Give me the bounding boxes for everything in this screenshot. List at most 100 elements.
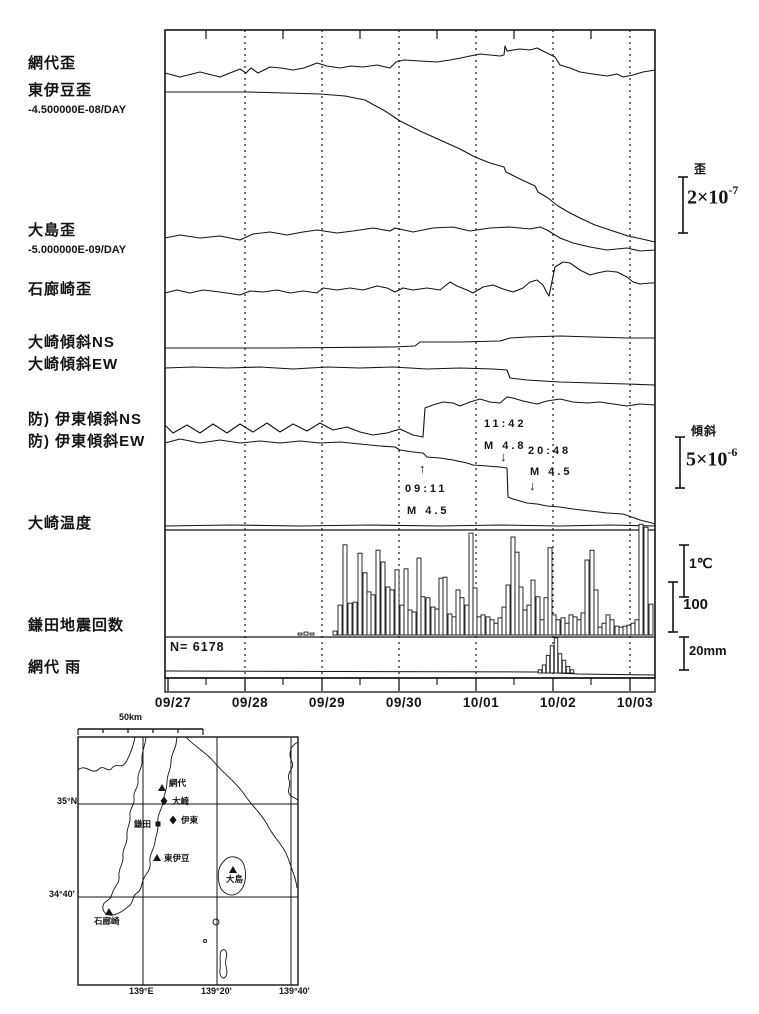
earthquake-bar-25 <box>434 608 440 636</box>
map-station-marker-石廊崎 <box>105 908 113 915</box>
earthquake-bar-43 <box>510 536 516 636</box>
event1-time: 09:11 <box>405 483 448 495</box>
earthquake-bar-66 <box>605 614 611 636</box>
scale-tilt-coef: 5×10 <box>686 448 728 471</box>
rain-bar-1 <box>541 664 547 674</box>
scale-tilt-exp: -6 <box>727 445 738 459</box>
map-lat-35n-label: 35°N <box>57 796 78 806</box>
earthquake-bar-37 <box>485 616 491 636</box>
label-osaki-tilt-ew: 大崎傾斜EW <box>28 356 119 373</box>
earthquake-bar-62 <box>589 549 595 636</box>
label-ito-tilt-ns: 防) 伊東傾斜NS <box>28 411 143 428</box>
earthquake-bar-31 <box>459 597 465 636</box>
earthquake-bar-48 <box>530 579 536 636</box>
earthquake-bar-38 <box>489 619 495 636</box>
x-axis-strip <box>164 677 656 693</box>
earthquake-bar-14 <box>385 586 391 636</box>
map-lat-3440-label: 34°40' <box>49 889 75 899</box>
rain-bar-3 <box>549 645 555 674</box>
scale-temp-label: 1℃ <box>689 555 713 571</box>
trace-ito_tilt_ns <box>164 396 656 438</box>
rain-bar-6 <box>561 659 567 674</box>
earthquake-bar-16 <box>394 569 400 636</box>
earthquake-bar-21 <box>416 557 422 636</box>
trace-ito_tilt_ew <box>164 438 656 525</box>
earthquake-bar-40 <box>497 617 503 636</box>
earthquake-bar-39 <box>493 622 499 636</box>
earthquake-bar-10 <box>366 591 372 636</box>
map-station-marker-大島 <box>229 866 237 873</box>
map-station-label-石廊崎: 石廊崎 <box>93 916 120 926</box>
earthquake-bar-47 <box>526 604 532 636</box>
x-axis-date-0: 09/27 <box>155 695 191 710</box>
earthquake-bar-72 <box>630 622 636 636</box>
scale-strain-coef: 2×10 <box>687 186 729 209</box>
earthquake-bar-67 <box>609 619 615 636</box>
map-lon-13940-label: 139°40' <box>279 986 310 996</box>
x-axis-date-5: 10/02 <box>540 695 576 710</box>
rain-bar-2 <box>545 654 551 674</box>
map-islet-1 <box>203 939 207 943</box>
map-lon-139e-label: 139°E <box>129 986 154 996</box>
earthquake-bar-8 <box>357 552 363 636</box>
earthquake-bar-42 <box>505 584 511 636</box>
event2-time: 11:42 <box>484 418 527 430</box>
earthquake-bar-34 <box>472 587 478 636</box>
earthquake-bar-49 <box>535 596 541 636</box>
x-axis-date-6: 10/03 <box>617 695 653 710</box>
earthquake-bar-58 <box>572 616 578 636</box>
map-station-marker-大崎 <box>160 796 168 806</box>
map-station-label-東伊豆: 東伊豆 <box>164 853 190 863</box>
earthquake-total-label: N= 6178 <box>170 640 225 654</box>
scale-strain-unit: 歪 <box>694 162 708 176</box>
map-station-label-大島: 大島 <box>226 874 244 884</box>
map-lon-13920-label: 139°20' <box>201 986 232 996</box>
earthquake-bar-50 <box>539 619 545 636</box>
map-station-marker-東伊豆 <box>153 854 161 861</box>
x-axis-date-1: 09/28 <box>232 695 268 710</box>
earthquake-bar-45 <box>518 586 524 636</box>
label-higashiizu-strain: 東伊豆歪 <box>28 82 93 99</box>
earthquake-bar-26 <box>438 577 444 636</box>
earthquake-bar-0 <box>297 632 303 636</box>
earthquake-bar-46 <box>522 609 528 636</box>
earthquake-bar-55 <box>560 617 566 636</box>
earthquake-bar-61 <box>584 559 590 636</box>
earthquake-bar-69 <box>618 626 624 636</box>
earthquake-bar-2 <box>309 632 315 636</box>
scale-strain-exp: -7 <box>728 183 739 197</box>
earthquake-bar-33 <box>468 532 474 636</box>
x-axis-date-2: 09/29 <box>309 695 345 710</box>
label-oshima-rate: -5.000000E-09/DAY <box>28 244 127 256</box>
event3-arrow-icon: ↓ <box>529 478 536 493</box>
map-coastline-5 <box>219 949 228 979</box>
map-station-marker-鎌田 <box>155 821 161 827</box>
event3-time: 20:48 <box>528 445 572 457</box>
earthquake-bar-64 <box>597 626 603 636</box>
earthquake-bar-18 <box>403 568 409 636</box>
earthquake-bar-32 <box>464 604 470 636</box>
event2-arrow-icon: ↓ <box>500 449 507 464</box>
earthquake-bar-56 <box>564 622 570 636</box>
earthquake-bar-74 <box>638 523 644 636</box>
map-station-label-鎌田: 鎌田 <box>133 819 151 829</box>
label-ito-tilt-ew: 防) 伊東傾斜EW <box>28 433 146 450</box>
map-station-marker-網代 <box>158 784 166 791</box>
earthquake-bar-5 <box>342 544 348 636</box>
trace-ajiro_strain <box>164 45 656 78</box>
earthquake-bar-75 <box>643 526 649 636</box>
x-axis-date-3: 09/30 <box>386 695 422 710</box>
earthquake-bar-28 <box>447 613 453 636</box>
label-osaki-temp: 大崎温度 <box>28 515 93 532</box>
event1-magnitude: M 4.5 <box>407 505 450 517</box>
earthquake-bar-30 <box>455 589 461 636</box>
map-scale-label: 50km <box>119 712 143 722</box>
earthquake-bar-60 <box>580 612 586 636</box>
map-coastline-3 <box>287 741 299 801</box>
trace-osaki_tilt_ew <box>164 366 656 386</box>
earthquake-bar-51 <box>543 597 549 636</box>
label-osaki-tilt-ns: 大崎傾斜NS <box>28 334 115 351</box>
rain-bar-5 <box>557 653 563 674</box>
earthquake-bar-54 <box>555 619 561 636</box>
earthquake-bar-3 <box>332 630 338 636</box>
